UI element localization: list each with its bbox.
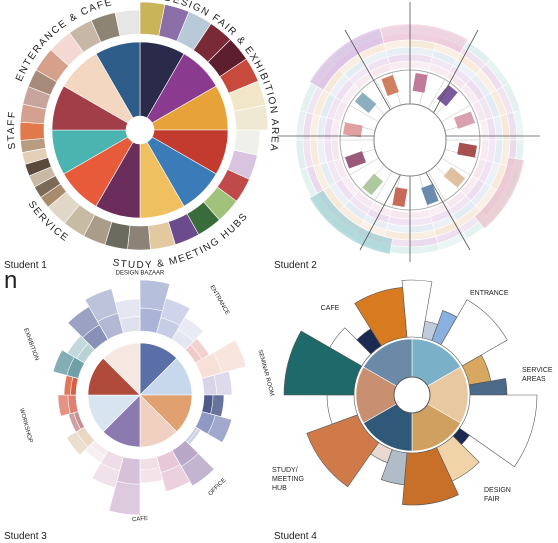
photo: [443, 166, 466, 188]
caption: Student 3: [4, 531, 47, 542]
wedge: [283, 330, 363, 396]
disc: [393, 376, 431, 414]
wedge: [119, 316, 141, 334]
wedge: [402, 447, 459, 506]
wedge: [306, 414, 380, 488]
ring-label: STAFF: [6, 110, 18, 150]
wedge: [201, 394, 214, 415]
photo: [381, 74, 399, 97]
spoke-label: WORKSHOP: [18, 408, 33, 444]
sector-label: SERVICE AREAS: [522, 367, 553, 383]
spoke: [427, 79, 446, 109]
wedge: [27, 69, 58, 96]
photo: [392, 187, 408, 208]
wedge: [19, 121, 45, 141]
photo: [412, 72, 428, 93]
caption: Student 4: [274, 531, 317, 542]
spoke: [374, 79, 393, 109]
disc: [373, 103, 447, 177]
sector-label: ENTRANCE: [470, 290, 509, 297]
wedge: [102, 342, 141, 396]
spoke: [374, 171, 393, 201]
photo: [421, 183, 439, 206]
gap-ring: [77, 332, 203, 458]
spoke-label: SEMINAR ROOM: [256, 349, 274, 397]
spoke-label: OFFICE: [208, 477, 228, 497]
spoke-label: CAFE: [132, 516, 148, 523]
wedge: [379, 23, 469, 54]
spoke: [441, 157, 471, 176]
spoke-label: DESIGN BAZAAR: [116, 271, 165, 277]
sector-label: CAFE: [321, 305, 340, 312]
wedge: [473, 157, 525, 230]
sector-label: STUDY/MEETING HUB: [272, 467, 304, 492]
photo: [344, 151, 367, 169]
photo: [362, 173, 384, 196]
wedge: [67, 394, 79, 415]
wedge: [459, 394, 538, 468]
spoke: [349, 104, 379, 123]
spoke: [349, 157, 379, 176]
caption: Student 2: [274, 260, 317, 271]
spoke: [427, 171, 446, 201]
wedge: [127, 225, 151, 251]
photo: [436, 84, 458, 107]
caption: Student 1: [4, 260, 47, 271]
wedge: [354, 287, 408, 347]
wedge: [201, 374, 217, 396]
ring-label-text: STAFF: [6, 110, 17, 150]
photo: [342, 122, 363, 138]
photo: [453, 111, 476, 129]
stray-letter: n: [4, 267, 17, 294]
spoke-label: ENTRANCE: [208, 285, 230, 317]
wedge: [309, 189, 393, 255]
wedge: [139, 456, 160, 471]
disc: [126, 116, 154, 144]
sector-label: DESIGN FAIR: [484, 487, 511, 503]
spoke: [441, 104, 471, 123]
wedge: [440, 299, 508, 367]
spoke-label: EXHIBITION: [22, 327, 39, 361]
photo: [457, 142, 478, 158]
photo: [354, 92, 377, 114]
